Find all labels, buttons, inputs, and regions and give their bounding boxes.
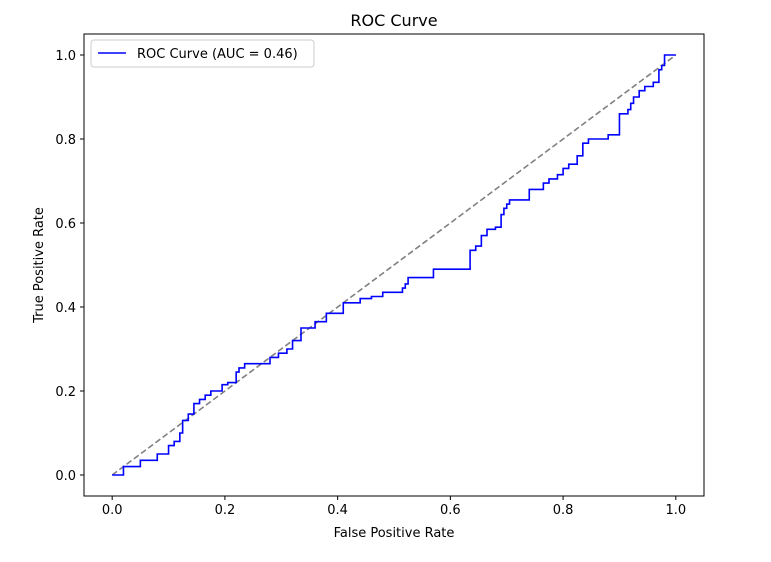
- chance-diagonal-line: [111, 54, 677, 476]
- y-tick-label: 0.2: [55, 385, 76, 400]
- x-tick-label: 0.4: [327, 503, 348, 518]
- x-tick-label: 0.0: [102, 503, 123, 518]
- x-tick-label: 1.0: [665, 503, 686, 518]
- y-tick-label: 0.4: [55, 301, 76, 316]
- y-tick-label: 0.0: [55, 469, 76, 484]
- y-axis-ticks: 0.0 0.2 0.4 0.6 0.8 1.0: [55, 49, 84, 484]
- x-tick-label: 0.8: [553, 503, 574, 518]
- x-tick-label: 0.2: [215, 503, 236, 518]
- legend: ROC Curve (AUC = 0.46): [90, 39, 315, 68]
- y-tick-label: 0.8: [55, 133, 76, 148]
- x-tick-label: 0.6: [440, 503, 461, 518]
- legend-label-roc: ROC Curve (AUC = 0.46): [137, 47, 298, 62]
- x-axis-label: False Positive Rate: [334, 526, 455, 541]
- y-axis-label: True Positive Rate: [32, 207, 47, 324]
- y-tick-label: 1.0: [55, 49, 76, 64]
- y-tick-label: 0.6: [55, 217, 76, 232]
- legend-box: [90, 39, 315, 68]
- x-axis-ticks: 0.0 0.2 0.4 0.6 0.8 1.0: [102, 496, 686, 518]
- series-layer: [111, 54, 677, 476]
- chart-title: ROC Curve: [350, 11, 437, 30]
- roc-curve-line: [112, 54, 676, 476]
